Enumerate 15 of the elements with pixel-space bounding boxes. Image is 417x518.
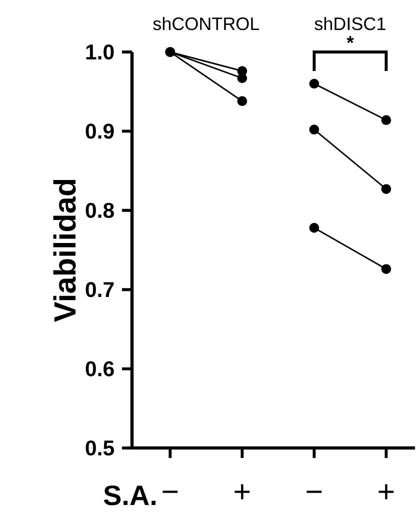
y-tick-label: 0.7 xyxy=(86,282,114,298)
y-tick-label: 0.6 xyxy=(86,361,114,376)
x-tick-label: − xyxy=(306,490,322,493)
x-axis-title: S.A. xyxy=(104,485,156,506)
y-tick-label: 1.0 xyxy=(86,44,114,60)
y-tick-label: 0.9 xyxy=(86,124,114,139)
y-tick-label: 0.5 xyxy=(86,440,114,456)
text: * xyxy=(346,36,354,44)
x-tick-label: − xyxy=(162,490,178,493)
text: shCONTROL xyxy=(153,16,260,30)
x-tick-label: + xyxy=(378,484,394,500)
text: shDISC1 xyxy=(314,16,386,30)
x-tick-label: + xyxy=(234,484,250,500)
y-axis-title: Viabilidad xyxy=(53,180,76,322)
y-tick-label: 0.8 xyxy=(86,202,114,218)
